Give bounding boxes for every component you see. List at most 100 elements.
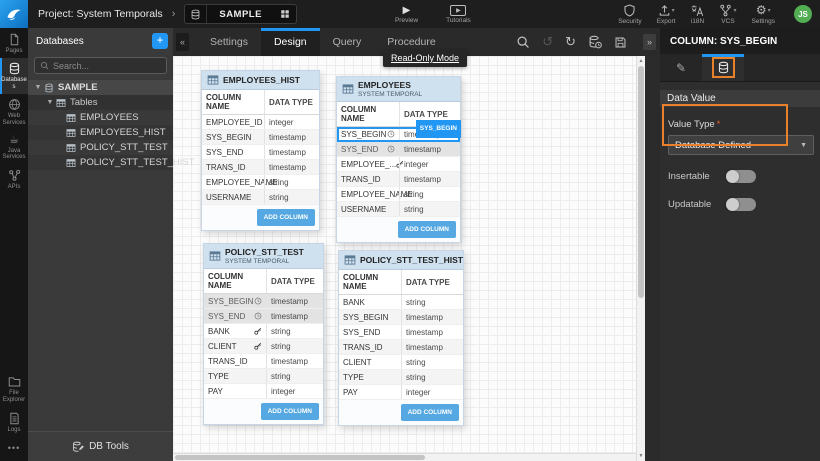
table-column-row[interactable]: TRANS_ID timestamp: [337, 172, 460, 187]
db-update-icon[interactable]: [588, 35, 602, 49]
table-column-row[interactable]: TRANS_ID timestamp: [204, 354, 323, 369]
table-column-row[interactable]: SYS_BEGIN timestamp: [202, 130, 319, 145]
security-button[interactable]: Security: [618, 4, 642, 25]
table-column-row[interactable]: EMPLOYEE_... integer: [337, 157, 460, 172]
sidebar-item-java-services[interactable]: ☕ Java Services: [2, 133, 26, 161]
scrollbar-thumb[interactable]: [638, 66, 644, 298]
table-column-row[interactable]: CLIENT string: [204, 339, 323, 354]
tab-data-value[interactable]: [702, 54, 744, 81]
table-column-row[interactable]: SYS_END timestamp: [202, 145, 319, 160]
tab-design[interactable]: Design: [260, 28, 320, 56]
table-column-row[interactable]: SYS_END timestamp: [339, 325, 463, 340]
save-icon[interactable]: [614, 36, 627, 49]
table-column-row[interactable]: SYS_END timestamp: [204, 309, 323, 324]
collapse-right-panel-button[interactable]: »: [643, 34, 656, 50]
table-column-row[interactable]: USERNAME string: [202, 190, 319, 205]
table-column-row[interactable]: SYS_BEGIN timestamp: [339, 310, 463, 325]
tab-settings[interactable]: Settings: [210, 36, 248, 48]
vcs-button[interactable]: ▾ VCS: [719, 4, 737, 25]
search-icon[interactable]: [516, 35, 530, 49]
add-column-button[interactable]: ADD COLUMN: [256, 209, 315, 226]
design-canvas[interactable]: EMPLOYEES_HIST COLUMN NAME DATA TYPE EMP…: [173, 56, 636, 453]
shield-icon: [623, 4, 636, 17]
db-tools-button[interactable]: DB Tools: [28, 431, 173, 461]
add-column-button[interactable]: ADD COLUMN: [260, 403, 319, 420]
tab-edit-column[interactable]: ✎: [660, 54, 702, 81]
tree-table-list: EMPLOYEES EMPLOYEES_HIST POLICY_STT_TEST…: [28, 110, 195, 170]
table-column-row[interactable]: CLIENT string: [339, 355, 463, 370]
scroll-down-arrow[interactable]: ▼: [638, 453, 644, 459]
table-card-employees[interactable]: EMPLOYEES SYSTEM TEMPORAL COLUMN NAME DA…: [336, 76, 461, 243]
vertical-scrollbar[interactable]: ▲ ▼: [636, 56, 645, 461]
user-avatar[interactable]: JS: [794, 5, 812, 23]
caret-down-icon[interactable]: ▼: [46, 99, 54, 106]
table-column-row[interactable]: PAY integer: [339, 385, 463, 400]
search-input[interactable]: [53, 60, 161, 71]
app-logo-icon[interactable]: [0, 0, 28, 28]
sidebar-item-logs[interactable]: Logs: [0, 407, 28, 437]
tab-procedure[interactable]: Procedure: [387, 36, 436, 48]
table-column-row[interactable]: EMPLOYEE_ID integer: [202, 115, 319, 130]
caret-down-icon[interactable]: ▼: [34, 84, 42, 91]
table-icon: [66, 158, 76, 168]
table-card-policy-stt-test[interactable]: POLICY_STT_TEST SYSTEM TEMPORAL COLUMN N…: [203, 243, 324, 425]
table-card-header[interactable]: POLICY_STT_TEST_HIST: [339, 251, 463, 270]
add-column-button[interactable]: ADD COLUMN: [400, 404, 459, 421]
sidebar-item-databases[interactable]: Databases: [0, 58, 28, 94]
i18n-button[interactable]: i18N: [690, 4, 704, 25]
required-asterisk: *: [716, 119, 721, 130]
grid-icon[interactable]: [274, 9, 296, 19]
table-card-policy-stt-test-hist[interactable]: POLICY_STT_TEST_HIST COLUMN NAME DATA TY…: [338, 250, 464, 426]
table-column-row[interactable]: SYS_END timestamp: [337, 142, 460, 157]
more-menu-icon[interactable]: •••: [7, 443, 21, 453]
collapse-left-panel-button[interactable]: «: [176, 33, 189, 51]
horizontal-scrollbar[interactable]: [173, 453, 636, 461]
value-type-dropdown[interactable]: Database Defined ▼: [668, 135, 814, 155]
sidebar-item-pages[interactable]: Pages: [0, 28, 28, 58]
add-database-button[interactable]: +: [152, 33, 168, 49]
sidebar-item-file-explorer[interactable]: File Explorer: [0, 371, 28, 407]
table-column-row[interactable]: EMPLOYEE_NAME string: [337, 187, 460, 202]
table-column-row[interactable]: BANK string: [204, 324, 323, 339]
settings-button[interactable]: ⚙ ▾ Settings: [751, 2, 776, 25]
table-column-row[interactable]: TYPE string: [204, 369, 323, 384]
tree-node-table[interactable]: EMPLOYEES_HIST: [28, 125, 173, 140]
sidebar-item-web-services[interactable]: Web Services: [0, 94, 28, 130]
table-column-row[interactable]: SYS_BEGIN timestamp: [204, 294, 323, 309]
tutorials-button[interactable]: ▶ Tutorials: [446, 4, 471, 24]
export-button[interactable]: ▾ Export: [657, 4, 675, 25]
add-column-button[interactable]: ADD COLUMN: [397, 221, 456, 238]
table-icon: [342, 83, 354, 95]
sample-db-tab[interactable]: SAMPLE: [184, 4, 297, 24]
clock-icon: [254, 297, 262, 305]
sidebar-item-apis[interactable]: APIs: [0, 164, 28, 194]
scrollbar-thumb[interactable]: [175, 455, 425, 460]
tree-node-tables[interactable]: ▼ Tables: [28, 95, 173, 110]
table-icon: [344, 254, 356, 266]
insertable-toggle[interactable]: [726, 170, 756, 183]
table-column-row[interactable]: PAY integer: [204, 384, 323, 399]
tree-node-table[interactable]: POLICY_STT_TEST: [28, 140, 173, 155]
table-column-row[interactable]: USERNAME string: [337, 202, 460, 217]
table-column-row[interactable]: BANK string: [339, 295, 463, 310]
redo-icon[interactable]: ↻: [565, 34, 576, 49]
tab-query[interactable]: Query: [332, 36, 362, 48]
preview-button[interactable]: ▶ Preview: [394, 4, 419, 24]
updatable-toggle[interactable]: [726, 198, 756, 211]
undo-icon[interactable]: ↺: [542, 34, 554, 49]
table-column-row[interactable]: TYPE string: [339, 370, 463, 385]
table-card-employees-hist[interactable]: EMPLOYEES_HIST COLUMN NAME DATA TYPE EMP…: [201, 70, 320, 231]
table-card-header[interactable]: POLICY_STT_TEST SYSTEM TEMPORAL: [204, 244, 323, 269]
table-column-row[interactable]: TRANS_ID timestamp: [202, 160, 319, 175]
tree-node-table[interactable]: EMPLOYEES: [28, 110, 173, 125]
table-card-header[interactable]: EMPLOYEES_HIST: [202, 71, 319, 90]
scroll-up-arrow[interactable]: ▲: [638, 58, 644, 64]
panel-title: COLUMN: SYS_BEGIN: [660, 28, 820, 54]
tree-node-sample-db[interactable]: ▼ SAMPLE: [28, 80, 173, 95]
table-card-header[interactable]: EMPLOYEES SYSTEM TEMPORAL: [337, 77, 460, 102]
tree-node-table[interactable]: POLICY_STT_TEST_HIST: [28, 155, 195, 170]
database-icon: [8, 62, 21, 75]
table-column-row[interactable]: TRANS_ID timestamp: [339, 340, 463, 355]
table-column-row[interactable]: EMPLOYEE_NAME string: [202, 175, 319, 190]
